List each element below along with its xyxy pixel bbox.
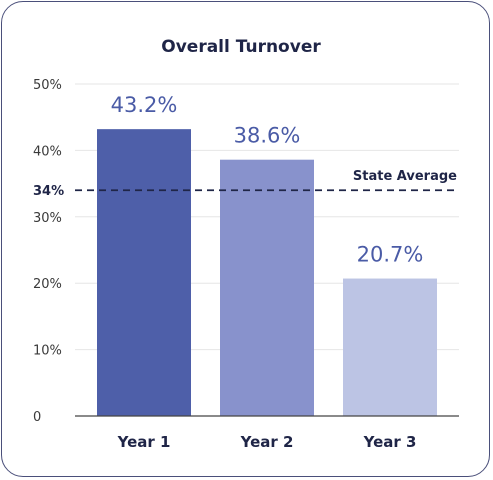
y-tick-label: 0 <box>33 410 41 425</box>
category-label: Year 1 <box>117 433 171 451</box>
category-label: Year 2 <box>240 433 294 451</box>
bar <box>220 159 314 417</box>
category-labels: Year 1 Year 2 Year 3 <box>117 433 417 451</box>
y-tick-label: 50% <box>33 78 62 93</box>
reference-tick-label: 34% <box>33 184 64 199</box>
bar <box>343 278 437 416</box>
y-tick-label: 20% <box>33 277 62 292</box>
y-tick-label: 10% <box>33 344 62 359</box>
category-label: Year 3 <box>363 433 417 451</box>
y-tick-label: 40% <box>33 144 62 159</box>
chart-title: Overall Turnover <box>161 37 321 57</box>
y-axis-ticks: 0 10% 20% 30% 40% 50% <box>33 78 62 425</box>
state-average-label: State Average <box>353 169 457 184</box>
reference-line-group: State Average 34% <box>33 169 459 199</box>
y-tick-label: 30% <box>33 211 62 226</box>
bar <box>97 129 191 417</box>
bars <box>97 129 437 417</box>
bar-value-label: 43.2% <box>111 93 178 117</box>
bar-value-label: 38.6% <box>234 124 301 148</box>
value-labels: 43.2% 38.6% 20.7% <box>111 93 424 266</box>
bar-value-label: 20.7% <box>357 243 424 267</box>
